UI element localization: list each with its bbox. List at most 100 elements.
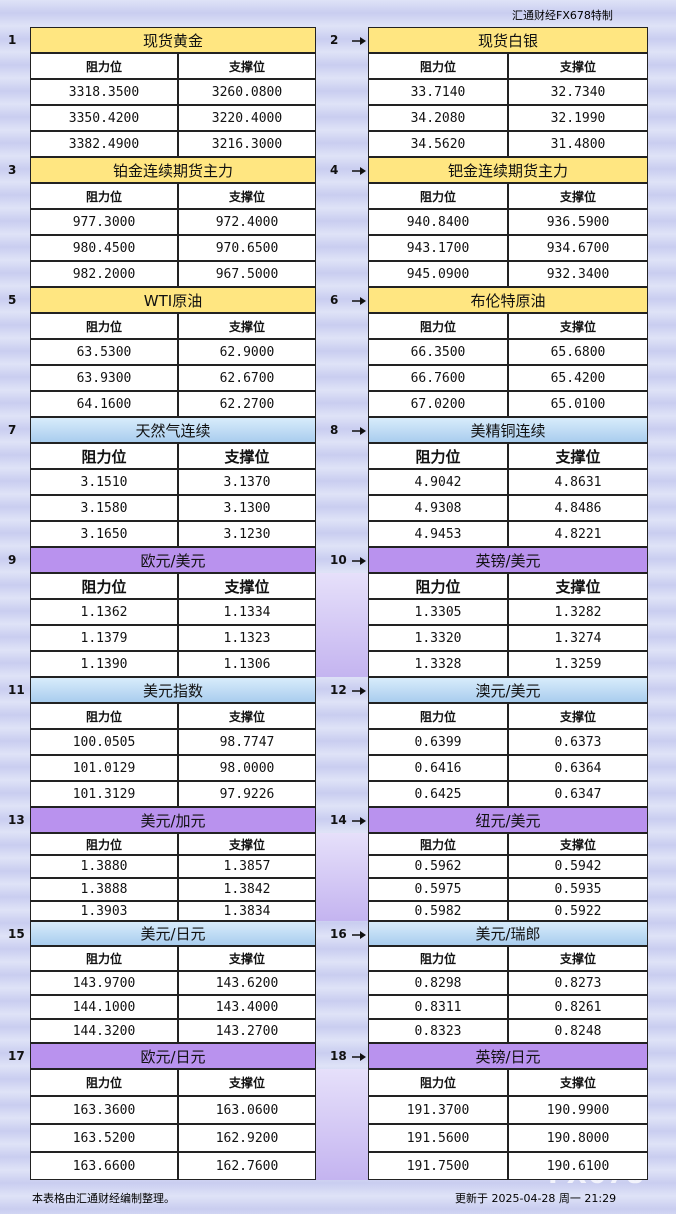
value-cell: 31.4800 — [508, 131, 648, 157]
value-cell: 0.5962 — [368, 855, 508, 878]
value-cell: 190.8000 — [508, 1124, 648, 1152]
column-header: 支撑位 — [178, 313, 316, 339]
value-cell: 3.1300 — [178, 495, 316, 521]
column-header: 支撑位 — [508, 313, 648, 339]
block-number: 1 — [8, 33, 17, 47]
value-cell: 0.6364 — [508, 755, 648, 781]
block-title: WTI原油 — [30, 287, 316, 313]
column-header: 阻力位 — [30, 183, 178, 209]
value-cell: 65.6800 — [508, 339, 648, 365]
column-header: 支撑位 — [178, 53, 316, 79]
value-cell: 4.8486 — [508, 495, 648, 521]
block-title: 欧元/日元 — [30, 1043, 316, 1069]
value-cell: 0.8261 — [508, 995, 648, 1019]
value-cell: 64.1600 — [30, 391, 178, 417]
column-header: 阻力位 — [30, 313, 178, 339]
value-cell: 101.0129 — [30, 755, 178, 781]
column-header: 支撑位 — [508, 53, 648, 79]
value-cell: 62.6700 — [178, 365, 316, 391]
block-number: 5 — [8, 293, 17, 307]
block-title: 美精铜连续 — [368, 417, 648, 443]
column-header: 阻力位 — [368, 1069, 508, 1096]
value-cell: 1.1390 — [30, 651, 178, 677]
value-cell: 967.5000 — [178, 261, 316, 287]
value-cell: 190.9900 — [508, 1096, 648, 1124]
value-cell: 1.3282 — [508, 599, 648, 625]
value-cell: 3382.4900 — [30, 131, 178, 157]
block-title: 钯金连续期货主力 — [368, 157, 648, 183]
header-title: 汇通财经FX678特制 — [512, 9, 613, 22]
column-header: 阻力位 — [368, 183, 508, 209]
header: 汇通财经FX678特制 — [0, 0, 676, 27]
column-header: 支撑位 — [508, 946, 648, 971]
column-header: 阻力位 — [368, 946, 508, 971]
value-cell: 3.1370 — [178, 469, 316, 495]
value-cell: 982.2000 — [30, 261, 178, 287]
footer-updated: 更新于 2025-04-28 周一 21:29 — [455, 1192, 617, 1205]
block-title: 欧元/美元 — [30, 547, 316, 573]
value-cell: 3.1510 — [30, 469, 178, 495]
value-cell: 34.5620 — [368, 131, 508, 157]
value-cell: 143.6200 — [178, 971, 316, 995]
value-cell: 143.9700 — [30, 971, 178, 995]
block-title: 美元/瑞郎 — [368, 921, 648, 946]
middle-band — [316, 833, 368, 921]
value-cell: 1.3259 — [508, 651, 648, 677]
value-cell: 0.8323 — [368, 1019, 508, 1043]
block-number: 2 — [330, 33, 339, 47]
block-number: 18 — [330, 1049, 347, 1063]
block-number: 10 — [330, 553, 347, 567]
column-header: 支撑位 — [178, 833, 316, 855]
block-title: 美元/日元 — [30, 921, 316, 946]
column-header: 阻力位 — [30, 946, 178, 971]
block-number: 14 — [330, 813, 347, 827]
value-cell: 3220.4000 — [178, 105, 316, 131]
column-header: 支撑位 — [178, 183, 316, 209]
value-cell: 1.3880 — [30, 855, 178, 878]
column-header: 阻力位 — [30, 443, 178, 469]
block-number: 8 — [330, 423, 339, 437]
value-cell: 3.1580 — [30, 495, 178, 521]
block-number: 11 — [8, 683, 25, 697]
value-cell: 66.7600 — [368, 365, 508, 391]
column-header: 支撑位 — [508, 833, 648, 855]
value-cell: 0.8311 — [368, 995, 508, 1019]
value-cell: 934.6700 — [508, 235, 648, 261]
arrow-icon — [352, 931, 366, 939]
column-header: 支撑位 — [178, 443, 316, 469]
block-title: 美元指数 — [30, 677, 316, 703]
value-cell: 3.1650 — [30, 521, 178, 547]
arrow-icon — [352, 1053, 366, 1061]
value-cell: 100.0505 — [30, 729, 178, 755]
value-cell: 1.3903 — [30, 901, 178, 921]
arrow-icon — [352, 817, 366, 825]
value-cell: 4.8221 — [508, 521, 648, 547]
column-header: 支撑位 — [508, 573, 648, 599]
column-header: 阻力位 — [368, 573, 508, 599]
value-cell: 163.0600 — [178, 1096, 316, 1124]
value-cell: 144.1000 — [30, 995, 178, 1019]
value-cell: 67.0200 — [368, 391, 508, 417]
value-cell: 1.3320 — [368, 625, 508, 651]
value-cell: 3260.0800 — [178, 79, 316, 105]
value-cell: 1.1379 — [30, 625, 178, 651]
block-title: 现货白银 — [368, 27, 648, 53]
arrow-icon — [352, 167, 366, 175]
column-header: 支撑位 — [508, 443, 648, 469]
value-cell: 3.1230 — [178, 521, 316, 547]
value-cell: 970.6500 — [178, 235, 316, 261]
value-cell: 63.9300 — [30, 365, 178, 391]
arrow-icon — [352, 297, 366, 305]
value-cell: 163.3600 — [30, 1096, 178, 1124]
value-cell: 4.9453 — [368, 521, 508, 547]
block-number: 7 — [8, 423, 17, 437]
value-cell: 0.5975 — [368, 878, 508, 901]
value-cell: 63.5300 — [30, 339, 178, 365]
value-cell: 0.8273 — [508, 971, 648, 995]
value-cell: 34.2080 — [368, 105, 508, 131]
column-header: 阻力位 — [368, 703, 508, 729]
value-cell: 191.3700 — [368, 1096, 508, 1124]
value-cell: 940.8400 — [368, 209, 508, 235]
value-cell: 945.0900 — [368, 261, 508, 287]
block-title: 纽元/美元 — [368, 807, 648, 833]
